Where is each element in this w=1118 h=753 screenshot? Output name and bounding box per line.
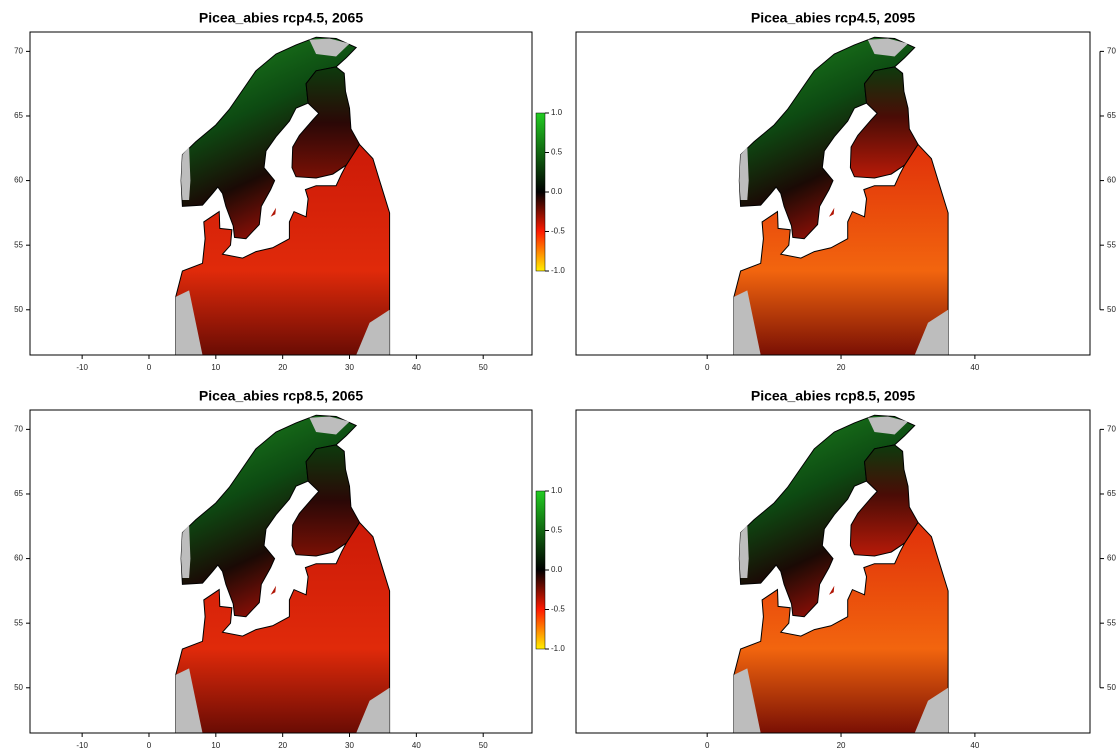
y-tick-label: 60 (1107, 176, 1116, 185)
x-tick-label: 10 (211, 363, 220, 372)
map-panel: Picea_abies rcp4.5, 2065 -10 0 10 20 30 40 50 50… (14, 10, 565, 372)
europe-region (733, 521, 949, 734)
no-data-area (175, 668, 203, 733)
no-data-area (175, 290, 203, 355)
colorbar-tick-label: 0.0 (551, 187, 563, 196)
colorbar-tick-label: -0.5 (551, 605, 565, 614)
x-tick-label: 40 (412, 741, 421, 750)
y-tick-label: 65 (1107, 111, 1116, 120)
map-panel: Picea_abies rcp8.5, 2095 0 20 40 50 55 60 65 70 (575, 388, 1116, 750)
island (270, 585, 276, 595)
colorbar-tick-label: 0.5 (551, 526, 563, 535)
y-tick-label: 70 (1107, 46, 1116, 55)
colorbar-tick-label: 1.0 (551, 486, 563, 495)
plot-frame (29, 31, 533, 356)
scandinavia-region (180, 36, 358, 240)
panel-title: Picea_abies rcp8.5, 2065 (199, 388, 363, 404)
y-tick-label: 55 (14, 240, 23, 249)
x-tick-label: 40 (970, 363, 979, 372)
x-tick-label: 0 (147, 741, 152, 750)
colorbar-tick-label: -0.5 (551, 227, 565, 236)
europe-region (175, 521, 391, 734)
no-data-area (309, 38, 350, 57)
plot-frame (575, 31, 1091, 356)
y-tick-label: 70 (14, 424, 23, 433)
panel-title: Picea_abies rcp4.5, 2065 (199, 10, 363, 26)
y-tick-label: 65 (1107, 489, 1116, 498)
map-panel: Picea_abies rcp4.5, 2095 0 20 40 50 55 60 65 70 (575, 10, 1116, 372)
x-tick-label: 50 (479, 741, 488, 750)
finland-region (849, 444, 919, 557)
plot-frame (29, 409, 533, 734)
x-tick-label: 20 (837, 363, 846, 372)
x-tick-label: 0 (705, 741, 710, 750)
plot-frame (575, 409, 1091, 734)
y-tick-label: 50 (14, 683, 23, 692)
no-data-area (181, 147, 191, 200)
map-panel: Picea_abies rcp8.5, 2065 -10 0 10 20 30 40 50 50… (14, 388, 565, 750)
no-data-area (914, 687, 949, 733)
colorbar (535, 490, 546, 650)
x-tick-label: 0 (705, 363, 710, 372)
y-tick-label: 65 (14, 489, 23, 498)
y-tick-label: 55 (1107, 240, 1116, 249)
y-tick-label: 60 (14, 554, 23, 563)
finland-region (849, 66, 919, 179)
colorbar-tick-label: 1.0 (551, 108, 563, 117)
colorbar-tick-label: 0.5 (551, 148, 563, 157)
y-tick-label: 65 (14, 111, 23, 120)
x-tick-label: 10 (211, 741, 220, 750)
y-tick-label: 55 (1107, 618, 1116, 627)
x-tick-label: 40 (412, 363, 421, 372)
y-tick-label: 50 (1107, 683, 1116, 692)
europe-region (733, 143, 949, 356)
no-data-area (356, 687, 390, 733)
x-tick-label: 40 (970, 741, 979, 750)
x-tick-label: 20 (837, 741, 846, 750)
scandinavia-region (738, 36, 916, 240)
y-tick-label: 50 (14, 305, 23, 314)
y-tick-label: 70 (1107, 424, 1116, 433)
x-tick-label: -10 (76, 741, 88, 750)
island (829, 585, 835, 595)
no-data-area (356, 309, 390, 355)
no-data-area (733, 668, 761, 733)
island (829, 207, 835, 217)
x-tick-label: 0 (147, 363, 152, 372)
no-data-area (181, 525, 191, 578)
no-data-area (914, 309, 949, 355)
finland-region (291, 66, 361, 179)
x-tick-label: 20 (278, 741, 287, 750)
x-tick-label: 30 (345, 363, 354, 372)
no-data-area (739, 525, 749, 578)
y-tick-label: 60 (1107, 554, 1116, 563)
x-tick-label: 50 (479, 363, 488, 372)
island (270, 207, 276, 217)
x-tick-label: 30 (345, 741, 354, 750)
y-tick-label: 50 (1107, 305, 1116, 314)
y-tick-label: 70 (14, 46, 23, 55)
no-data-area (739, 147, 749, 200)
panel-title: Picea_abies rcp8.5, 2095 (751, 388, 915, 404)
no-data-area (733, 290, 761, 355)
colorbar (535, 112, 546, 272)
europe-region (175, 143, 391, 356)
no-data-area (867, 38, 908, 57)
no-data-area (309, 416, 350, 435)
scandinavia-region (738, 414, 916, 618)
y-tick-label: 60 (14, 176, 23, 185)
y-tick-label: 55 (14, 618, 23, 627)
no-data-area (867, 416, 908, 435)
scandinavia-region (180, 414, 358, 618)
x-tick-label: 20 (278, 363, 287, 372)
colorbar-tick-label: 0.0 (551, 565, 563, 574)
colorbar-tick-label: -1.0 (551, 644, 565, 653)
panel-title: Picea_abies rcp4.5, 2095 (751, 10, 915, 26)
x-tick-label: -10 (76, 363, 88, 372)
finland-region (291, 444, 361, 557)
colorbar-tick-label: -1.0 (551, 266, 565, 275)
